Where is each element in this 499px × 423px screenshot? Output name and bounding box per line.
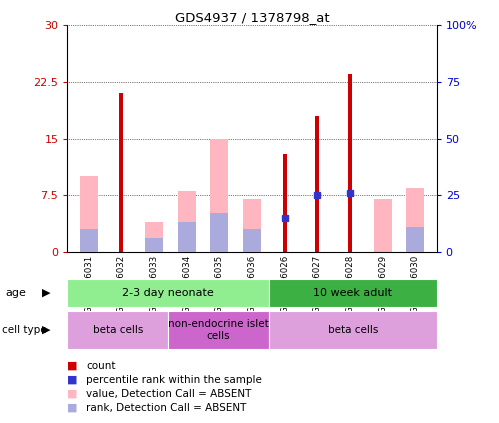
Text: rank, Detection Call = ABSENT: rank, Detection Call = ABSENT xyxy=(86,403,247,413)
Text: percentile rank within the sample: percentile rank within the sample xyxy=(86,375,262,385)
Bar xyxy=(406,227,424,252)
Text: ▶: ▶ xyxy=(42,325,51,335)
Bar xyxy=(348,74,352,252)
Bar xyxy=(80,176,98,252)
Bar xyxy=(211,213,229,252)
Bar xyxy=(145,222,163,252)
Text: cell type: cell type xyxy=(2,325,47,335)
Bar xyxy=(211,139,229,252)
Text: ▶: ▶ xyxy=(42,288,51,298)
Bar xyxy=(374,199,392,252)
Bar xyxy=(119,93,123,252)
Bar xyxy=(406,187,424,252)
Bar xyxy=(67,279,269,307)
Bar xyxy=(145,238,163,252)
Bar xyxy=(178,222,196,252)
Bar xyxy=(315,116,319,252)
Bar xyxy=(282,154,287,252)
Text: beta cells: beta cells xyxy=(327,325,378,335)
Text: value, Detection Call = ABSENT: value, Detection Call = ABSENT xyxy=(86,389,251,399)
Bar xyxy=(178,191,196,252)
Text: ■: ■ xyxy=(67,375,78,385)
Title: GDS4937 / 1378798_at: GDS4937 / 1378798_at xyxy=(175,11,329,24)
Bar xyxy=(168,311,269,349)
Text: 10 week adult: 10 week adult xyxy=(313,288,392,298)
Text: 2-3 day neonate: 2-3 day neonate xyxy=(122,288,214,298)
Bar xyxy=(67,311,168,349)
Text: ■: ■ xyxy=(67,361,78,371)
Text: ■: ■ xyxy=(67,403,78,413)
Text: ■: ■ xyxy=(67,389,78,399)
Bar xyxy=(269,279,437,307)
Bar xyxy=(243,199,261,252)
Bar xyxy=(243,229,261,252)
Bar xyxy=(269,311,437,349)
Text: non-endocrine islet
cells: non-endocrine islet cells xyxy=(168,319,269,341)
Text: count: count xyxy=(86,361,116,371)
Bar xyxy=(80,229,98,252)
Text: beta cells: beta cells xyxy=(92,325,143,335)
Text: age: age xyxy=(5,288,26,298)
